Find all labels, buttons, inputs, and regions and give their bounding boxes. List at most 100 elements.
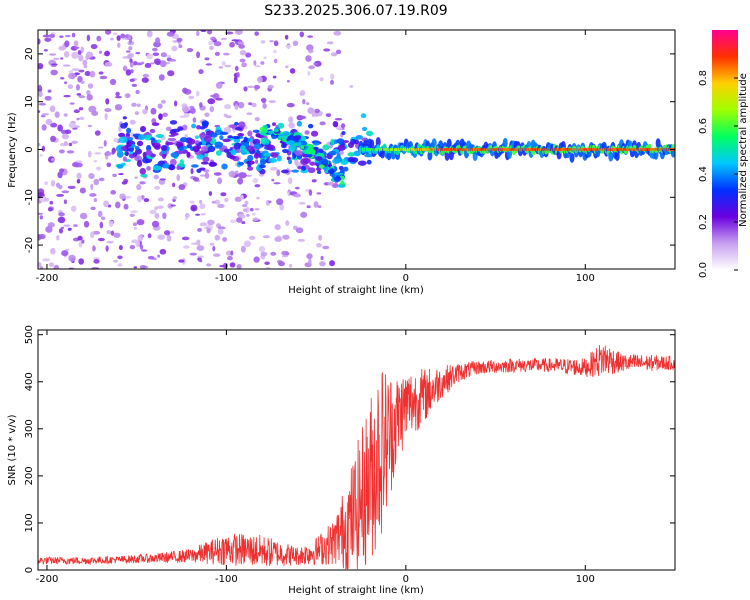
spectral-blob bbox=[139, 265, 147, 269]
spectral-blob bbox=[179, 115, 187, 118]
spectral-blob bbox=[267, 84, 274, 89]
spectral-blob bbox=[162, 112, 168, 117]
spectral-blob bbox=[199, 133, 207, 138]
spectral-blob bbox=[326, 41, 334, 45]
spectral-blob bbox=[309, 161, 316, 166]
spectral-blob bbox=[38, 212, 44, 215]
x-tick-label: 100 bbox=[576, 273, 595, 284]
spectral-blob bbox=[273, 182, 281, 185]
spectral-blob bbox=[223, 148, 230, 153]
spectral-blob bbox=[196, 30, 200, 37]
spectral-blob bbox=[157, 234, 166, 240]
spectral-blob bbox=[311, 179, 317, 183]
spectral-blob bbox=[45, 197, 50, 202]
spectral-blob bbox=[139, 244, 144, 251]
y-tick-label: -10 bbox=[24, 189, 35, 205]
spectral-blob bbox=[152, 165, 162, 171]
spectral-blob bbox=[64, 34, 71, 38]
spectral-blob bbox=[295, 227, 304, 234]
spectral-blob bbox=[45, 226, 53, 233]
spectral-blob bbox=[200, 213, 206, 216]
spectral-blob bbox=[97, 210, 103, 218]
spectral-blob bbox=[243, 86, 248, 92]
spectral-blob bbox=[104, 30, 112, 35]
spectral-blob bbox=[126, 127, 132, 134]
spectral-blob bbox=[159, 248, 167, 255]
spectral-blob bbox=[41, 145, 46, 152]
spectral-blob bbox=[273, 40, 279, 47]
spectral-blob bbox=[190, 164, 199, 168]
spectral-blob bbox=[38, 91, 43, 98]
spectral-blob bbox=[161, 153, 167, 159]
spectral-blob bbox=[282, 135, 288, 140]
spectral-blob bbox=[253, 152, 260, 159]
spectral-blob bbox=[335, 49, 342, 55]
spectral-blob bbox=[169, 120, 178, 125]
spectral-blob bbox=[245, 206, 250, 213]
spectral-blob bbox=[330, 73, 335, 80]
spectral-blob bbox=[69, 102, 75, 105]
spectral-blob bbox=[92, 245, 96, 252]
spectral-blob bbox=[253, 256, 260, 263]
spectral-blob bbox=[59, 168, 65, 173]
spectral-blob bbox=[87, 83, 94, 89]
spectral-blob bbox=[141, 249, 148, 252]
spectral-blob bbox=[134, 155, 141, 162]
spectral-blob bbox=[369, 139, 375, 150]
spectral-blob bbox=[159, 60, 167, 68]
spectral-blob bbox=[142, 108, 148, 115]
spectral-blob bbox=[199, 222, 208, 227]
spectral-blob bbox=[243, 240, 252, 248]
spectral-blob bbox=[140, 125, 147, 133]
spectral-blob bbox=[260, 40, 266, 44]
spectral-blob bbox=[39, 215, 43, 220]
y-tick-label: 500 bbox=[24, 325, 35, 344]
spectral-blob bbox=[73, 46, 80, 50]
spectral-blob bbox=[118, 132, 126, 138]
spectral-blob bbox=[125, 50, 131, 53]
spectral-blob bbox=[56, 193, 65, 197]
spectral-blob bbox=[340, 180, 345, 185]
spectral-blob bbox=[277, 122, 285, 129]
spectral-blob bbox=[247, 85, 255, 89]
spectral-blob bbox=[230, 219, 237, 224]
spectral-blob bbox=[48, 53, 57, 56]
spectral-blob bbox=[281, 250, 289, 256]
spectral-blob bbox=[158, 113, 163, 121]
spectral-blob bbox=[310, 150, 316, 156]
spectral-blob bbox=[146, 53, 154, 60]
spectral-blob bbox=[293, 193, 301, 198]
x-tick-label: -200 bbox=[36, 574, 59, 585]
spectral-blob bbox=[122, 65, 128, 72]
spectral-blob bbox=[201, 145, 209, 152]
spectral-blob bbox=[56, 234, 60, 241]
snr-y-ticks: 0 100 200 300 400 500 bbox=[24, 325, 675, 573]
spectral-blob bbox=[246, 145, 254, 152]
spectral-blob bbox=[68, 142, 73, 147]
spectral-blob bbox=[235, 126, 242, 131]
spectral-blob bbox=[90, 44, 98, 50]
spectral-blob bbox=[271, 178, 275, 182]
spectral-blob bbox=[118, 173, 124, 176]
spectral-blob bbox=[267, 130, 274, 134]
spectral-blob bbox=[257, 76, 263, 83]
spectral-blob bbox=[81, 239, 85, 244]
spectral-blob bbox=[104, 113, 108, 120]
spectral-blob bbox=[507, 148, 513, 159]
spectral-blob bbox=[252, 217, 259, 222]
x-tick-label: 0 bbox=[403, 273, 409, 284]
spectral-blob bbox=[347, 142, 355, 149]
spectral-blob bbox=[135, 89, 140, 95]
spectral-blob bbox=[144, 63, 152, 69]
spectral-blob bbox=[382, 143, 387, 150]
spectral-blob bbox=[198, 167, 206, 171]
spectral-blob bbox=[78, 258, 84, 265]
spectral-blob bbox=[76, 179, 81, 184]
spectral-blob bbox=[241, 62, 247, 68]
spectral-blob bbox=[204, 172, 210, 179]
spectral-blob bbox=[349, 85, 354, 88]
spectral-blob bbox=[73, 40, 79, 47]
spectral-blob bbox=[347, 156, 356, 163]
y-tick-label: 300 bbox=[24, 419, 35, 438]
spectral-blob bbox=[322, 245, 330, 250]
